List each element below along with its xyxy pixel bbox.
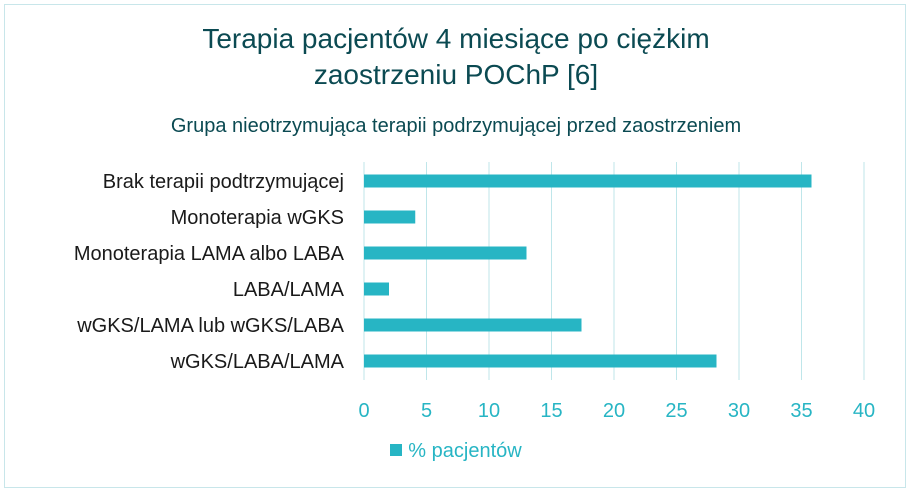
chart-title-line-1: Terapia pacjentów 4 miesiące po ciężkim	[202, 23, 710, 54]
legend-swatch	[390, 443, 403, 456]
chart-title-line-2: zaostrzeniu POChP [6]	[313, 59, 599, 90]
grid-lines	[363, 162, 865, 380]
bars	[364, 174, 812, 368]
x-tick-label-0: 0	[358, 400, 369, 422]
category-label-3: Monoterapia LAMA albo LABA	[74, 243, 345, 265]
chart-frame	[4, 4, 906, 488]
category-label-1: Brak terapii podtrzymującej	[103, 171, 344, 193]
x-tick-label-40: 40	[853, 400, 875, 422]
legend: % pacjentów	[0, 440, 912, 463]
x-tick-label-5: 5	[421, 400, 432, 422]
bar-5	[364, 318, 582, 332]
bar-6	[364, 354, 717, 368]
bar-4	[364, 282, 389, 296]
x-tick-label-30: 30	[728, 400, 750, 422]
category-label-2: Monoterapia wGKS	[171, 207, 344, 229]
category-labels: Brak terapii podtrzymującej Monoterapia w…	[74, 171, 345, 373]
x-tick-label-25: 25	[665, 400, 687, 422]
x-tick-label-35: 35	[790, 400, 812, 422]
legend-label: % pacjentów	[408, 440, 522, 462]
x-axis-tick-labels: 0 5 10 15 20 25 30 35 40	[358, 400, 875, 422]
bar-1	[364, 174, 812, 188]
category-label-4: LABA/LAMA	[233, 279, 345, 301]
x-tick-label-15: 15	[540, 400, 562, 422]
chart-subtitle: Grupa nieotrzymująca terapii podrzymując…	[170, 115, 742, 137]
bar-3	[364, 246, 527, 260]
category-label-6: wGKS/LABA/LAMA	[170, 351, 345, 373]
bar-2	[364, 210, 416, 224]
category-label-5: wGKS/LAMA lub wGKS/LABA	[76, 315, 344, 337]
x-tick-label-20: 20	[603, 400, 625, 422]
x-tick-label-10: 10	[478, 400, 500, 422]
